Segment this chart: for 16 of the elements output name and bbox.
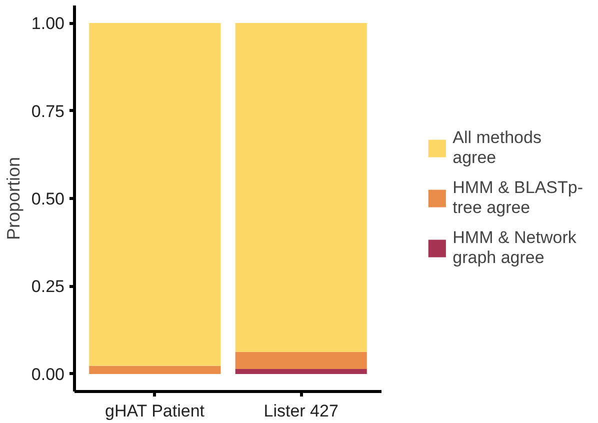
bar [89, 366, 221, 374]
bar [235, 352, 367, 370]
y-tick-label: 1.00 [31, 14, 65, 34]
x-tick-label: Lister 427 [264, 402, 338, 420]
y-tick-label: 0.25 [31, 277, 65, 296]
y-tick-label: 0.50 [31, 190, 65, 208]
bar [235, 369, 367, 374]
y-tick-label: 0.75 [31, 102, 65, 121]
bar [89, 23, 221, 366]
legend-label: HMM & BLASTp-tree agree [452, 178, 583, 218]
y-axis-title: Proportion [3, 156, 24, 240]
bar [235, 23, 367, 352]
x-tick-label: gHAT Patient [104, 402, 205, 420]
y-tick-label: 0.00 [31, 364, 65, 384]
legend-label: All methods agree [452, 128, 542, 168]
legend-label: HMM & Network graph agree [452, 228, 576, 268]
